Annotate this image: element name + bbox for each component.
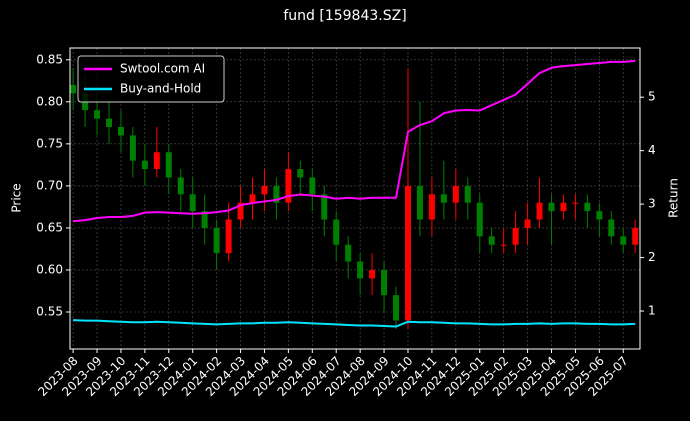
candle-body: [225, 219, 232, 254]
y-tick-label: 0.85: [36, 52, 63, 66]
candle-body: [105, 118, 112, 128]
legend-box: [77, 55, 225, 103]
candle-body: [273, 185, 280, 203]
y2-tick-label: 2: [648, 250, 656, 264]
candle-body: [428, 194, 435, 220]
candle-body: [321, 194, 328, 220]
y-tick-label: 0.70: [36, 178, 63, 192]
candle-body: [309, 177, 316, 195]
y-tick-label: 0.60: [36, 262, 63, 276]
candle-body: [297, 169, 304, 178]
candle-body: [189, 194, 196, 212]
candle-body: [572, 202, 579, 204]
y-tick-label: 0.65: [36, 220, 63, 234]
candle-body: [608, 219, 615, 237]
candle-body: [285, 169, 292, 203]
return-line: [73, 319, 636, 328]
candle-body: [393, 295, 400, 321]
y-axis-label: Price: [10, 183, 24, 212]
candle-body: [381, 269, 388, 296]
chart-title: fund [159843.SZ]: [283, 8, 406, 24]
candle-body: [201, 211, 208, 228]
candle-body: [141, 160, 148, 170]
candle-body: [249, 194, 256, 203]
candle-body: [357, 261, 364, 279]
candle-body: [632, 227, 639, 245]
y2-tick-label: 5: [648, 90, 656, 104]
candle-body: [213, 227, 220, 254]
candle-body: [70, 84, 77, 94]
candle-body: [261, 185, 268, 195]
candle-body: [237, 202, 244, 220]
y2-tick-label: 4: [648, 143, 656, 157]
candle-body: [548, 202, 555, 212]
candle-body: [524, 219, 531, 228]
candle-body: [452, 185, 459, 203]
candle-body: [129, 135, 136, 161]
y2-tick-label: 3: [648, 197, 656, 211]
candle-body: [165, 152, 172, 178]
candle-body: [369, 269, 376, 279]
candle-body: [488, 236, 495, 245]
y-tick-label: 0.55: [36, 305, 63, 319]
candle-body: [153, 152, 160, 170]
y2-tick-label: 1: [648, 304, 656, 318]
candle-body: [536, 202, 543, 220]
y2-axis-label: Return: [667, 178, 681, 218]
candle-body: [512, 227, 519, 245]
y-tick-label: 0.75: [36, 136, 63, 150]
return-line: [73, 59, 636, 223]
candle-body: [560, 202, 567, 212]
candle-body: [177, 177, 184, 195]
candle-body: [584, 202, 591, 212]
plot-frame: [69, 47, 641, 350]
candle-body: [464, 185, 471, 203]
candle-body: [440, 194, 447, 203]
legend-label: Swtool.com AI: [120, 62, 205, 76]
candle-body: [416, 185, 423, 220]
candle-body: [345, 244, 352, 262]
candle-body: [476, 202, 483, 237]
candle-body: [500, 244, 507, 246]
candle-body: [620, 236, 627, 245]
y-tick-label: 0.80: [36, 94, 63, 108]
candle-body: [404, 185, 411, 321]
candle-body: [94, 110, 101, 119]
legend-label: Buy-and-Hold: [120, 82, 201, 96]
candle-body: [596, 211, 603, 220]
candle-body: [117, 127, 124, 136]
candle-body: [333, 219, 340, 245]
